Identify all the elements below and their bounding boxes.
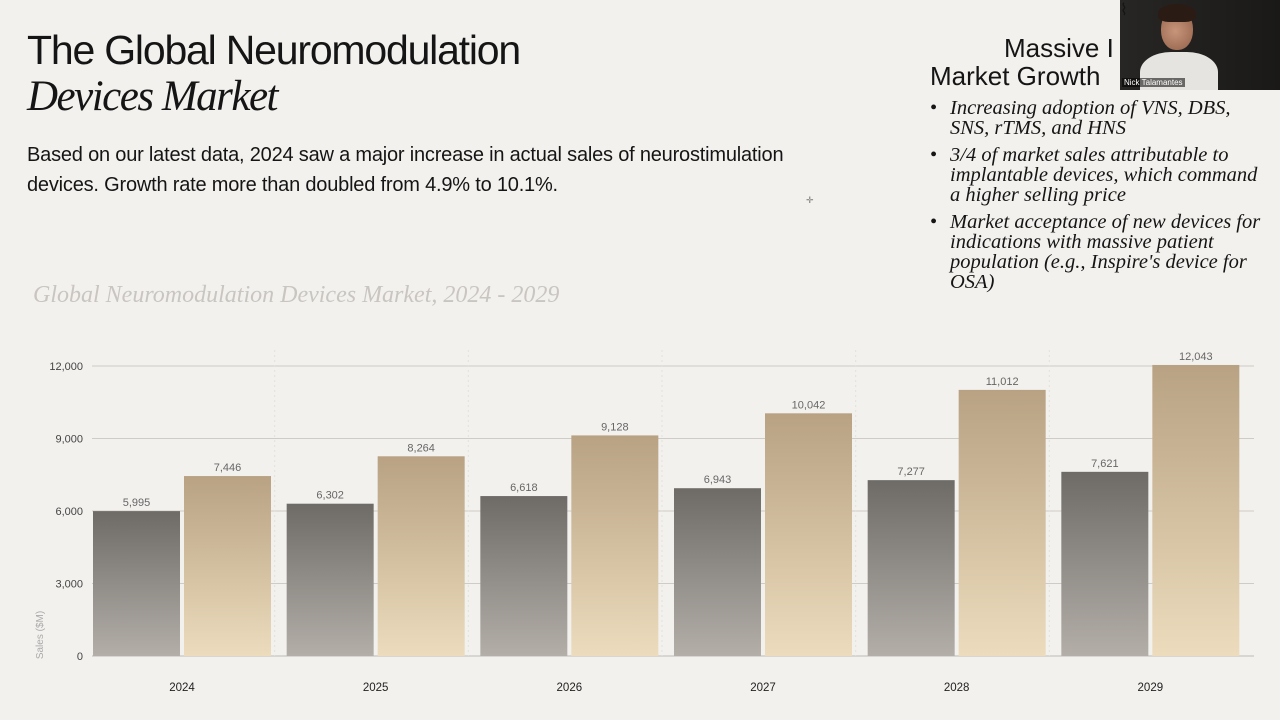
bullet-dot-icon: •	[930, 211, 938, 233]
bar-value-label: 5,995	[123, 497, 151, 509]
bar-series2	[377, 456, 465, 656]
bar-series2	[958, 389, 1046, 656]
bar-series2	[184, 476, 271, 656]
sidebar-bullet-list: • Increasing adoption of VNS, DBS, SNS, r…	[930, 98, 1270, 299]
cursor-icon: ✛	[806, 195, 814, 205]
y-tick-label: 0	[77, 651, 83, 663]
bar-series1	[480, 496, 568, 656]
bar-series2	[1152, 364, 1240, 656]
bar-value-label: 7,621	[1091, 458, 1119, 470]
x-tick-label: 2028	[944, 682, 970, 694]
bar-value-label: 6,618	[510, 482, 538, 494]
x-tick-label: 2029	[1138, 682, 1164, 694]
sidebar-bullet: • 3/4 of market sales attributable to imp…	[930, 144, 1270, 206]
sidebar-bullet: • Market acceptance of new devices for in…	[930, 211, 1270, 293]
bar-value-label: 6,302	[316, 490, 344, 502]
bullet-dot-icon: •	[930, 144, 938, 166]
bar-series1	[867, 480, 955, 656]
chart-bars	[93, 364, 1240, 656]
participant-name: Nick Talamantes	[1122, 78, 1185, 87]
chart-gridlines	[92, 350, 1254, 657]
bar-series2	[571, 435, 659, 656]
webcam-person-hair	[1158, 4, 1196, 22]
slide-title-italic: Devices Market	[27, 73, 279, 120]
sidebar-heading-line2: Market Growth	[930, 61, 1101, 91]
bar-series1	[674, 488, 761, 656]
y-tick-label: 3,000	[55, 579, 83, 591]
bar-value-label: 7,446	[214, 462, 242, 474]
bar-value-label: 7,277	[897, 466, 925, 478]
y-tick-label: 6,000	[55, 506, 83, 518]
bar-value-label: 9,128	[601, 421, 629, 433]
sidebar-bullet: • Increasing adoption of VNS, DBS, SNS, r…	[930, 97, 1270, 139]
sidebar-bullet-text: 3/4 of market sales attributable to impl…	[950, 144, 1258, 206]
bullet-dot-icon: •	[930, 97, 938, 119]
x-tick-label: 2026	[557, 682, 583, 694]
chart-title: Global Neuromodulation Devices Market, 2…	[33, 282, 560, 308]
y-axis-label: Sales ($M)	[35, 611, 46, 659]
sidebar-bullet-text: Market acceptance of new devices for ind…	[950, 211, 1261, 293]
bar-series2	[765, 413, 852, 656]
bar-value-label: 6,943	[704, 474, 732, 486]
bar-value-label: 10,042	[792, 399, 826, 411]
bar-chart: 0 3,000 6,000 9,000 12,000 5,995 7,446 2024 6,30…	[35, 350, 1254, 694]
x-tick-label: 2025	[363, 682, 389, 694]
y-tick-label: 9,000	[55, 434, 83, 446]
intro-paragraph: Based on our latest data, 2024 saw a maj…	[27, 144, 784, 196]
muted-mic-icon[interactable]: ⌇	[1120, 2, 1128, 19]
chart-labels: 0 3,000 6,000 9,000 12,000 5,995 7,446 2024 6,30…	[49, 351, 1212, 694]
y-tick-label: 12,000	[49, 361, 83, 373]
bar-value-label: 8,264	[407, 442, 435, 454]
bar-value-label: 12,043	[1179, 351, 1213, 363]
bar-series1	[93, 511, 180, 656]
webcam-video-tile[interactable]: Nick Talamantes	[1120, 0, 1280, 90]
bar-series1	[286, 503, 374, 656]
bar-value-label: 11,012	[986, 376, 1019, 388]
bar-series1	[1061, 471, 1149, 656]
sidebar-bullet-text: Increasing adoption of VNS, DBS, SNS, rT…	[950, 97, 1231, 139]
x-tick-label: 2024	[169, 682, 195, 694]
slide-title: The Global Neuromodulation	[27, 27, 521, 73]
sidebar-heading: Massive I Market Growth	[930, 34, 1270, 90]
sidebar-heading-line1: Massive I	[1004, 33, 1114, 63]
x-tick-label: 2027	[750, 682, 776, 694]
